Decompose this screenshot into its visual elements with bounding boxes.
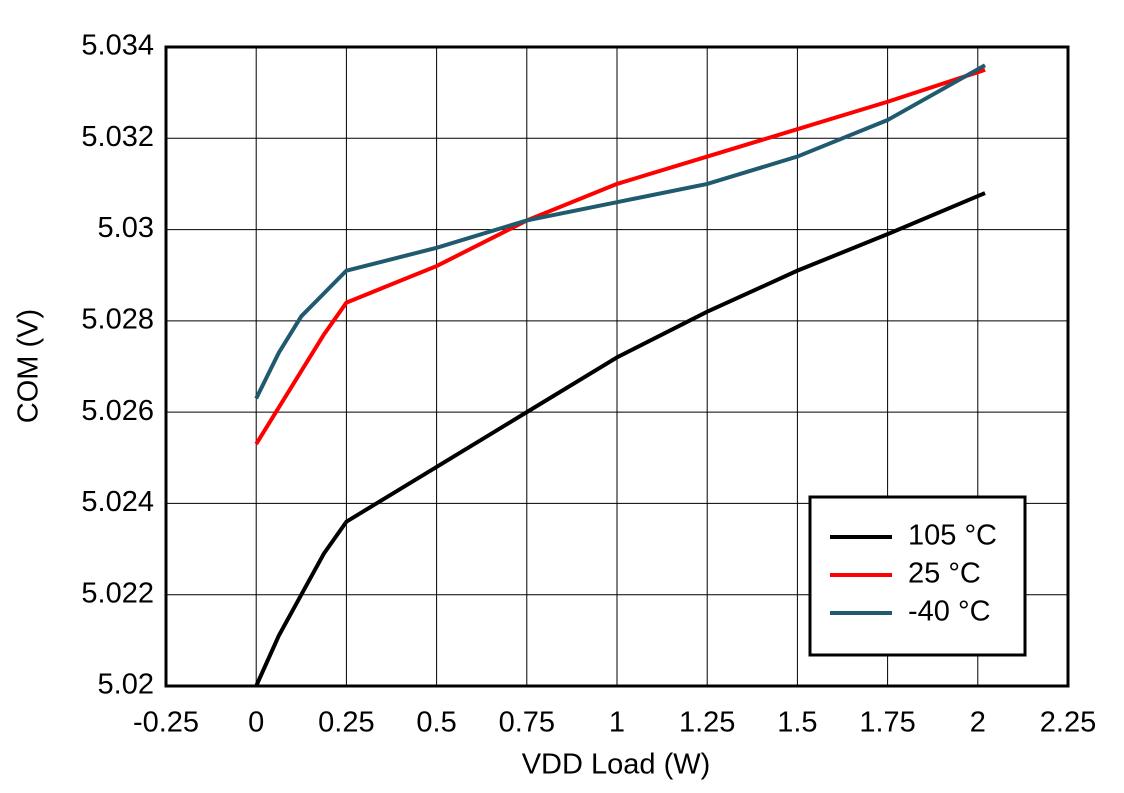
x-tick-label: -0.25: [133, 707, 199, 739]
y-tick-label: 5.028: [81, 304, 154, 336]
y-tick-label: 5.026: [81, 395, 154, 427]
legend-label: 25 °C: [908, 558, 981, 590]
y-tick-label: 5.034: [81, 30, 154, 62]
x-tick-label: 0: [248, 707, 264, 739]
legend-label: 105 °C: [908, 520, 997, 552]
legend-label: -40 °C: [908, 596, 991, 628]
y-tick-label: 5.022: [81, 577, 154, 609]
x-tick-label: 1.25: [679, 707, 735, 739]
y-axis-label: COM (V): [13, 309, 45, 423]
x-tick-label: 1.75: [859, 707, 915, 739]
y-tick-label: 5.02: [98, 669, 154, 701]
x-axis-label: VDD Load (W): [522, 749, 711, 781]
y-tick-label: 5.024: [81, 486, 154, 518]
series-line: [254, 67, 986, 446]
x-tick-label: 2.25: [1040, 707, 1096, 739]
y-tick-label: 5.032: [81, 121, 154, 153]
series-line: [254, 191, 986, 687]
plot-frame: [164, 45, 1070, 688]
y-tick-label: 5.03: [98, 212, 154, 244]
x-tick-label: 2: [970, 707, 986, 739]
x-tick-label: 0.5: [416, 707, 456, 739]
x-tick-label: 0.25: [318, 707, 374, 739]
series-line: [254, 63, 986, 400]
x-tick-label: 1.5: [777, 707, 817, 739]
x-tick-label: 0.75: [499, 707, 555, 739]
x-tick-label: 1: [609, 707, 625, 739]
